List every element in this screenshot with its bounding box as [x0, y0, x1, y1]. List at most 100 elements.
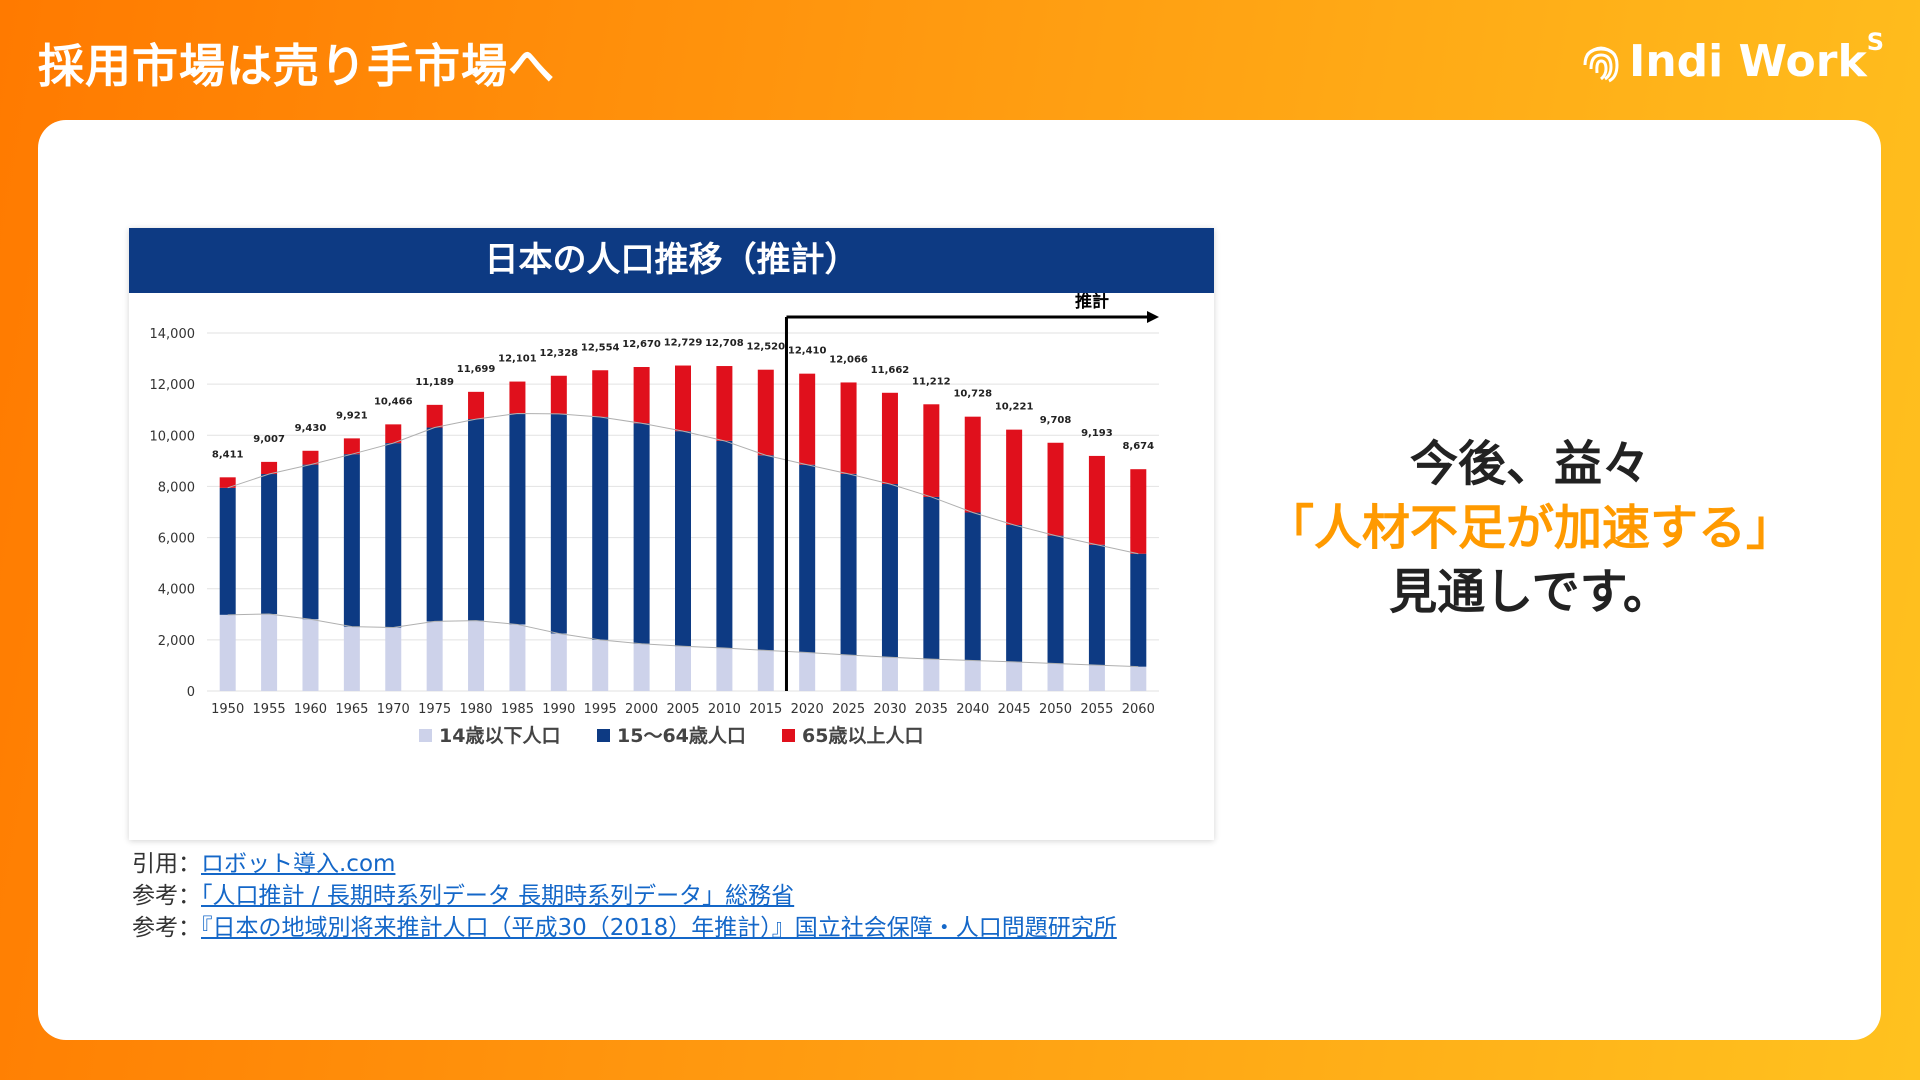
- bar-segment: [716, 648, 733, 691]
- bar-segment: [1130, 553, 1147, 667]
- x-tick-label: 1975: [418, 702, 451, 717]
- projection-arrowhead: [1147, 311, 1159, 323]
- x-tick-label: 1980: [459, 702, 492, 717]
- bar-segment: [1006, 525, 1023, 662]
- y-tick-label: 0: [187, 685, 195, 700]
- x-tick-label: 1960: [294, 702, 327, 717]
- total-label: 12,101: [498, 354, 537, 365]
- total-label: 9,430: [295, 423, 327, 434]
- bar-segment: [799, 373, 816, 465]
- total-label: 9,007: [253, 434, 285, 445]
- bar-segment: [550, 413, 567, 634]
- bar-segment: [261, 613, 278, 691]
- legend-swatch: [597, 729, 610, 742]
- bar-segment: [302, 464, 319, 620]
- bar-segment: [468, 391, 485, 420]
- x-tick-label: 2060: [1122, 702, 1155, 717]
- bar-segment: [799, 652, 816, 691]
- total-label: 12,729: [664, 338, 703, 349]
- x-tick-label: 2050: [1039, 702, 1072, 717]
- bar-segment: [468, 419, 485, 621]
- y-tick-label: 2,000: [158, 634, 195, 649]
- chart-title: 日本の人口推移（推計）: [129, 228, 1214, 293]
- total-label: 9,708: [1040, 415, 1072, 426]
- bar-segment: [633, 643, 650, 691]
- legend-label: 15〜64歳人口: [617, 725, 746, 747]
- citation-link-soumusho[interactable]: 「人口推計 / 長期時系列データ 長期時系列データ」総務省: [201, 883, 795, 909]
- x-tick-label: 2045: [998, 702, 1031, 717]
- bar-segment: [964, 660, 981, 691]
- bar-segment: [385, 443, 402, 628]
- total-label: 12,520: [746, 342, 785, 353]
- total-label: 11,189: [415, 377, 454, 388]
- bar-segment: [592, 639, 609, 691]
- slide-title: 採用市場は売り手市場へ: [38, 39, 555, 93]
- x-tick-label: 2015: [749, 702, 782, 717]
- total-label: 12,328: [540, 348, 579, 359]
- message-line-1: 今後、益々: [1409, 436, 1650, 492]
- bar-segment: [675, 646, 691, 691]
- total-label: 12,066: [829, 354, 868, 365]
- legend-swatch: [782, 729, 795, 742]
- total-label: 12,410: [788, 346, 827, 357]
- bar-segment: [840, 655, 857, 691]
- bar-segment: [219, 614, 236, 691]
- citation-source: 引用：ロボット導入.com: [132, 851, 396, 877]
- chart-plot: 0 2,000 4,000 6,000 8,000 10,000 12,000 14,000 1…: [150, 293, 1159, 747]
- total-label: 12,554: [581, 342, 620, 353]
- bar-segment: [799, 464, 816, 653]
- citation-link-ipss[interactable]: 『日本の地域別将来推計人口（平成30（2018）年推計）』国立社会保障・人口問題…: [201, 915, 1117, 941]
- bar-segment: [757, 650, 774, 691]
- legend-label: 14歳以下人口: [439, 725, 560, 747]
- y-tick-label: 12,000: [150, 378, 196, 393]
- x-tick-label: 2040: [956, 702, 989, 717]
- trend-line: [227, 412, 1139, 555]
- bar-segment: [261, 474, 278, 614]
- bar-segment: [509, 381, 526, 414]
- bar-segment: [343, 454, 360, 627]
- citation-link-robot[interactable]: ロボット導入.com: [201, 851, 396, 877]
- x-tick-label: 1950: [211, 702, 244, 717]
- bar-segment: [302, 450, 319, 465]
- message-line-2: 「人材不足が加速する」: [1265, 500, 1794, 556]
- bar-segment: [964, 416, 981, 513]
- key-message: 今後、益々 「人材不足が加速する」 見通しです。: [1240, 432, 1820, 624]
- bar-segment: [426, 621, 443, 691]
- bar-segment: [923, 496, 940, 660]
- bar-segment: [592, 370, 609, 417]
- bar-segment: [757, 455, 774, 651]
- bar-segment: [385, 627, 402, 691]
- bar-segment: [1047, 442, 1064, 536]
- y-tick-label: 8,000: [158, 480, 195, 495]
- bar-segment: [509, 413, 526, 625]
- x-tick-label: 1985: [501, 702, 534, 717]
- total-label: 9,921: [336, 410, 368, 421]
- y-tick-label: 14,000: [150, 327, 196, 342]
- bar-segment: [343, 626, 360, 691]
- x-tick-label: 2005: [666, 702, 699, 717]
- citation-reference-1: 参考：「人口推計 / 長期時系列データ 長期時系列データ」総務省: [132, 883, 795, 909]
- bar-segment: [840, 382, 857, 474]
- fingerprint-icon: [1583, 46, 1619, 82]
- total-label: 12,708: [705, 338, 744, 349]
- bar-segment: [1130, 469, 1147, 554]
- x-tick-label: 2020: [791, 702, 824, 717]
- population-chart: 日本の人口推移（推計） 0 2,000 4,000 6,000 8,000 10,000 1…: [129, 228, 1214, 840]
- bar-segment: [923, 659, 940, 691]
- total-label: 8,674: [1122, 441, 1154, 452]
- bar-segment: [592, 416, 609, 640]
- bar-segment: [1006, 661, 1023, 691]
- bar-segment: [1088, 455, 1105, 545]
- bar-segment: [964, 512, 981, 661]
- logo-text: Indi WorkS: [1628, 28, 1884, 87]
- trend-line: [227, 613, 1139, 668]
- bar-segment: [261, 461, 278, 475]
- bar-segment: [840, 473, 857, 656]
- bar-segment: [923, 404, 940, 497]
- bar-segment: [426, 427, 443, 622]
- total-label: 11,212: [912, 376, 951, 387]
- bar-segment: [1006, 429, 1023, 526]
- logo: Indi WorkS: [1581, 28, 1884, 87]
- x-tick-label: 2000: [625, 702, 658, 717]
- x-tick-label: 2010: [708, 702, 741, 717]
